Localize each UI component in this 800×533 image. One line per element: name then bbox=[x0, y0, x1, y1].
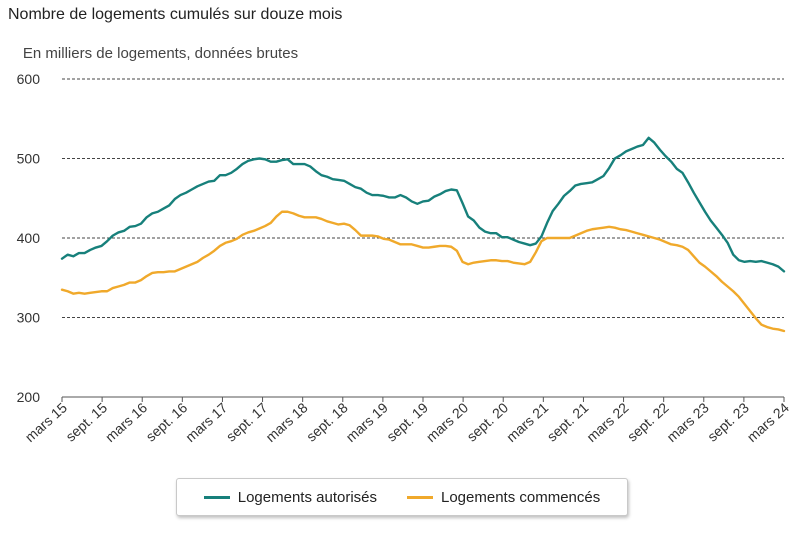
series-line-1[interactable] bbox=[60, 210, 786, 333]
legend-item-autorises[interactable]: Logements autorisés bbox=[203, 488, 377, 506]
x-tick-label: sept. 23 bbox=[704, 399, 752, 444]
x-tick-label: mars 15 bbox=[22, 399, 70, 445]
x-tick-label: mars 21 bbox=[503, 399, 551, 445]
x-tick-label: mars 16 bbox=[102, 399, 150, 445]
x-tick-label: sept. 20 bbox=[463, 399, 511, 444]
x-tick-label: sept. 22 bbox=[624, 399, 672, 444]
legend-swatch-autorises bbox=[203, 495, 230, 499]
x-tick-label: mars 20 bbox=[423, 399, 471, 445]
chart-title: Nombre de logements cumulés sur douze mo… bbox=[8, 6, 343, 23]
x-tick-label: sept. 18 bbox=[303, 399, 351, 444]
x-tick-label: mars 19 bbox=[343, 399, 391, 445]
series-line-0[interactable] bbox=[60, 136, 786, 273]
x-tick-label: mars 23 bbox=[663, 399, 711, 445]
y-tick-label: 600 bbox=[17, 71, 41, 87]
legend-label-autorises: Logements autorisés bbox=[237, 488, 377, 506]
y-axis-label: En milliers de logements, données brutes bbox=[22, 45, 299, 62]
x-tick-label: sept. 15 bbox=[62, 399, 110, 444]
x-tick-label: sept. 21 bbox=[544, 399, 592, 444]
y-tick-label: 300 bbox=[17, 310, 41, 326]
legend-swatch-commences bbox=[407, 495, 433, 499]
x-tick-label: sept. 19 bbox=[383, 399, 431, 444]
y-axis-ticks: 200 300 400 500 600 bbox=[17, 71, 41, 405]
series-lines bbox=[60, 136, 786, 333]
gridlines bbox=[62, 78, 784, 398]
y-tick-label: 500 bbox=[17, 151, 41, 167]
x-tick-label: mars 24 bbox=[744, 399, 792, 445]
y-tick-label: 400 bbox=[17, 230, 41, 246]
legend-item-commences[interactable]: Logements commencés bbox=[407, 489, 600, 506]
legend-label-commences: Logements commencés bbox=[441, 488, 601, 506]
x-tick-label: mars 17 bbox=[182, 399, 230, 445]
legend: Logements autorisés Logements commencés bbox=[176, 478, 628, 516]
x-tick-label: mars 22 bbox=[583, 399, 631, 445]
x-tick-label: sept. 17 bbox=[223, 399, 271, 444]
y-tick-label: 200 bbox=[17, 389, 41, 405]
x-tick-label: mars 18 bbox=[262, 399, 310, 445]
x-tick-label: sept. 16 bbox=[143, 399, 191, 444]
